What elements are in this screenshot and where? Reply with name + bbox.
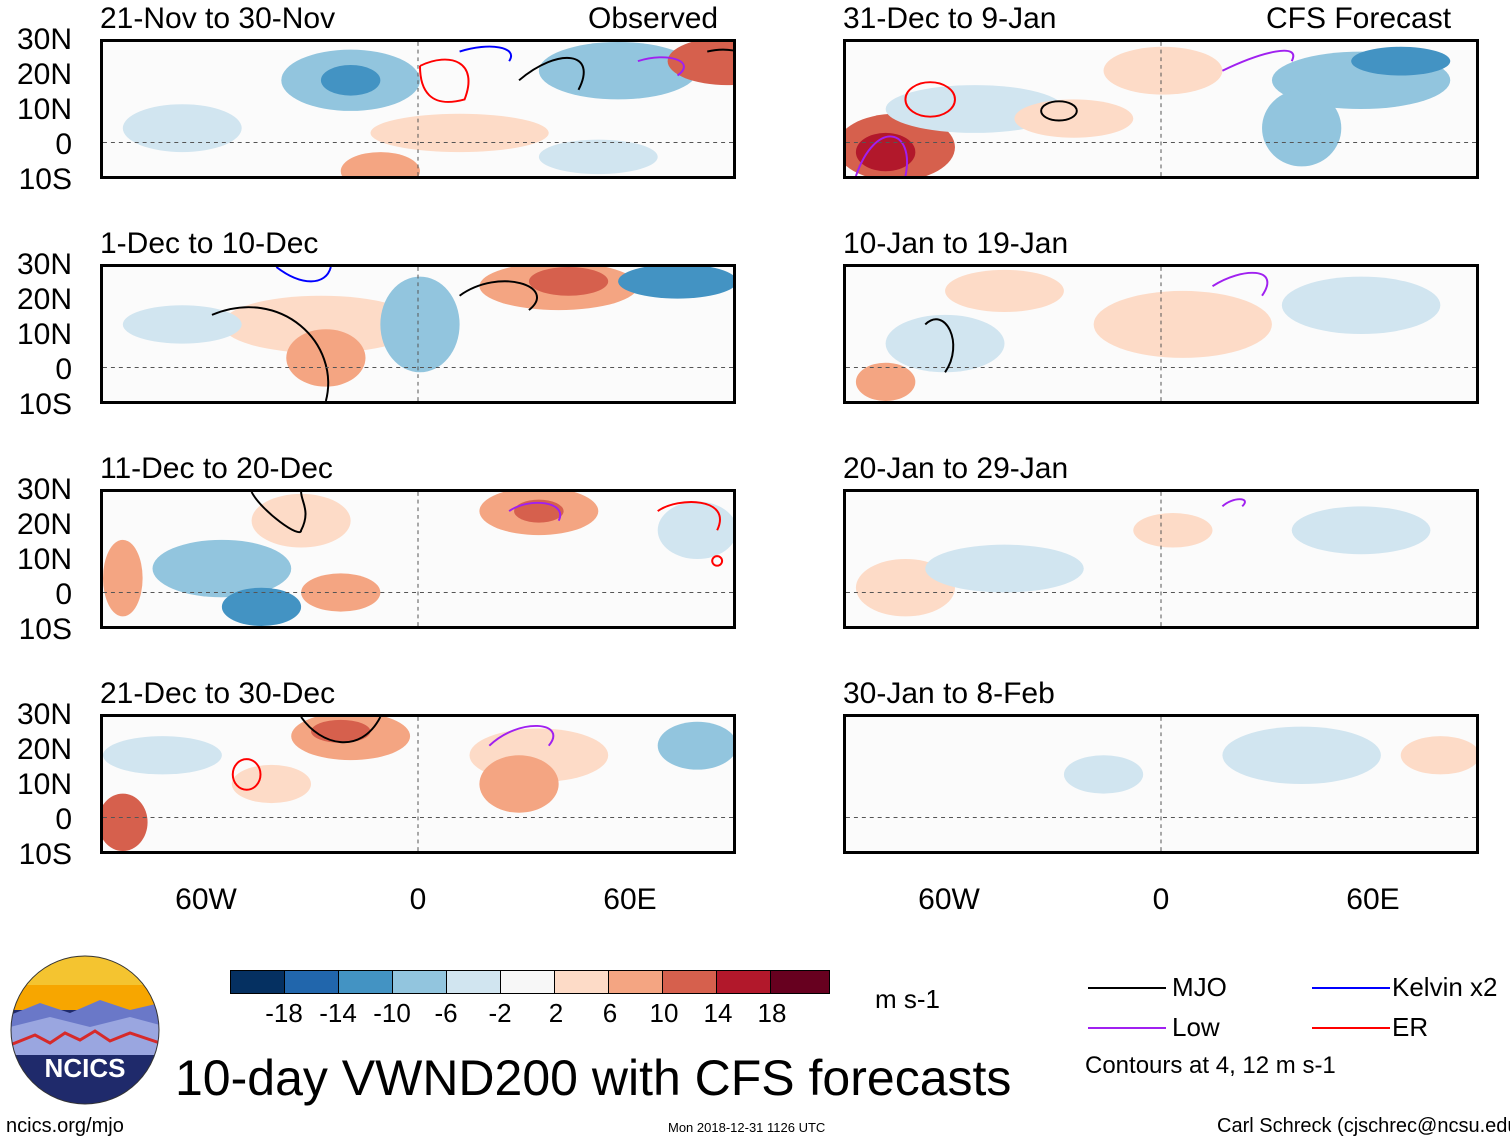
lat-label: 30N (16, 23, 72, 56)
lat-label: 10S (18, 163, 72, 196)
map-panel-left-2 (100, 264, 736, 404)
colorbar-swatch (608, 970, 664, 994)
lat-label: 20N (16, 283, 72, 316)
colorbar-swatch (284, 970, 340, 994)
lat-label: 10N (16, 543, 72, 576)
map-panel-left-4 (100, 714, 736, 854)
legend-line-kelvin (1312, 987, 1390, 989)
panel-tag-observed: Observed (588, 2, 719, 35)
colorbar-swatch (446, 970, 502, 994)
map-panel-left-3 (100, 489, 736, 629)
colorbar-tick: 6 (602, 998, 618, 1028)
colorbar-swatch (500, 970, 556, 994)
lat-label: 10N (16, 318, 72, 351)
lat-label: 0 (55, 353, 72, 386)
lat-label: 10N (16, 768, 72, 801)
lat-label: 20N (16, 508, 72, 541)
panel-title-left-3: 11-Dec to 20-Dec (100, 452, 333, 485)
panel-title-right-1: 31-Dec to 9-Jan (843, 2, 1057, 35)
lon-label: 60W (918, 883, 980, 916)
map-panel-right-3 (843, 489, 1479, 629)
lat-label: 30N (16, 698, 72, 731)
colorbar-tick: -14 (319, 998, 357, 1028)
colorbar-tick: 14 (703, 998, 733, 1028)
contours-note: Contours at 4, 12 m s-1 (1085, 1052, 1336, 1079)
colorbar-swatch (554, 970, 610, 994)
lat-label: 10S (18, 838, 72, 871)
lon-label: 0 (1152, 883, 1170, 916)
lon-label: 60W (175, 883, 237, 916)
lat-label: 0 (55, 128, 72, 161)
lat-label: 10N (16, 93, 72, 126)
map-panel-right-4 (843, 714, 1479, 854)
colorbar-tick: 18 (757, 998, 787, 1028)
map-panel-right-1 (843, 39, 1479, 179)
lat-label: 10S (18, 613, 72, 646)
legend-label-er: ER (1392, 1012, 1429, 1042)
map-panel-right-2 (843, 264, 1479, 404)
panel-tag-cfs-forecast: CFS Forecast (1266, 2, 1452, 35)
colorbar-tick: -18 (265, 998, 303, 1028)
main-title: 10-day VWND200 with CFS forecasts (175, 1050, 1012, 1106)
author-credit: Carl Schreck (cjschrec@ncsu.edu) (1217, 1115, 1510, 1137)
panel-title-right-2: 10-Jan to 19-Jan (843, 227, 1069, 260)
colorbar-tick: -2 (488, 998, 512, 1028)
colorbar-swatch (230, 970, 286, 994)
colorbar-units: m s-1 (875, 984, 940, 1014)
lat-label: 20N (16, 733, 72, 766)
lat-label: 10S (18, 388, 72, 421)
panel-title-left-2: 1-Dec to 10-Dec (100, 227, 319, 260)
lat-label: 0 (55, 578, 72, 611)
legend-label-mjo: MJO (1172, 972, 1227, 1002)
legend-label-kelvin: Kelvin x2 (1392, 972, 1498, 1002)
legend-line-low (1088, 1027, 1166, 1029)
lat-label: 0 (55, 803, 72, 836)
lat-label: 30N (16, 248, 72, 281)
colorbar-swatch (338, 970, 394, 994)
panel-title-left-1: 21-Nov to 30-Nov (100, 2, 336, 35)
map-panel-left-1 (100, 39, 736, 179)
lat-label: 30N (16, 473, 72, 506)
colorbar-swatch (392, 970, 448, 994)
legend-label-low: Low (1172, 1012, 1220, 1042)
legend-line-er (1312, 1027, 1390, 1029)
ncics-logo: NCICS (10, 955, 160, 1105)
colorbar-swatch (770, 970, 830, 994)
panel-title-right-3: 20-Jan to 29-Jan (843, 452, 1069, 485)
panel-title-left-4: 21-Dec to 30-Dec (100, 677, 336, 710)
colorbar-tick: -10 (373, 998, 411, 1028)
colorbar-tick: 10 (649, 998, 679, 1028)
colorbar-swatch (662, 970, 718, 994)
colorbar-tick: 2 (548, 998, 564, 1028)
timestamp: Mon 2018-12-31 1126 UTC (668, 1120, 826, 1135)
site-link[interactable]: ncics.org/mjo (6, 1115, 124, 1137)
legend-line-mjo (1088, 987, 1166, 989)
lon-label: 60E (1346, 883, 1400, 916)
lon-label: 60E (603, 883, 657, 916)
panel-title-right-4: 30-Jan to 8-Feb (843, 677, 1055, 710)
lon-label: 0 (409, 883, 427, 916)
colorbar-tick: -6 (434, 998, 458, 1028)
logo-text: NCICS (45, 1053, 126, 1083)
lat-label: 20N (16, 58, 72, 91)
colorbar-swatch (716, 970, 772, 994)
